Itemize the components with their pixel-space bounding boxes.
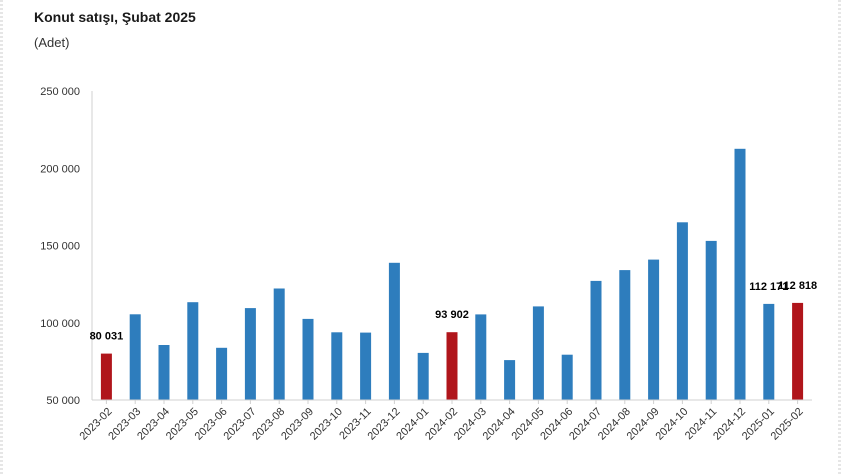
bar (504, 360, 516, 400)
bar (417, 352, 429, 400)
bar (475, 314, 487, 400)
data-label: 112 818 (778, 280, 817, 292)
y-tick-label: 200 000 (40, 163, 80, 175)
x-tick-label: 2025-02 (769, 406, 806, 443)
bar (273, 288, 285, 400)
chart-title: Konut satışı, Şubat 2025 (34, 9, 196, 25)
bar (648, 259, 660, 400)
bar (705, 240, 717, 400)
bar (561, 354, 573, 400)
y-tick-label: 150 000 (40, 241, 80, 253)
bar (100, 353, 112, 400)
bar (158, 345, 170, 400)
bar (619, 270, 631, 400)
bar (331, 332, 343, 400)
data-label: 93 902 (435, 309, 469, 321)
chart-subtitle: (Adet) (34, 35, 70, 50)
page-left-edge (0, 0, 3, 476)
bar (129, 314, 141, 400)
bar (763, 303, 775, 400)
bar (676, 222, 688, 400)
bar (244, 308, 256, 400)
bar (187, 302, 199, 400)
y-axis: 50 000 100 000 150 000 200 000 250 000 (40, 86, 93, 407)
bar (792, 302, 804, 400)
bars (100, 148, 804, 400)
y-tick-label: 250 000 (40, 86, 80, 98)
bar (360, 332, 372, 400)
bar (388, 262, 400, 400)
bar (590, 280, 602, 400)
bar (734, 148, 746, 400)
bar (302, 318, 314, 400)
data-label: 80 031 (90, 331, 124, 343)
page-right-edge (838, 0, 841, 476)
bar (532, 306, 544, 400)
x-axis: 2023-022023-032023-042023-052023-062023-… (77, 399, 812, 443)
y-tick-label: 100 000 (40, 318, 80, 330)
data-label: 112 171 (749, 281, 788, 293)
bar (446, 332, 458, 400)
y-tick-label: 50 000 (46, 395, 80, 407)
bar (216, 347, 228, 400)
